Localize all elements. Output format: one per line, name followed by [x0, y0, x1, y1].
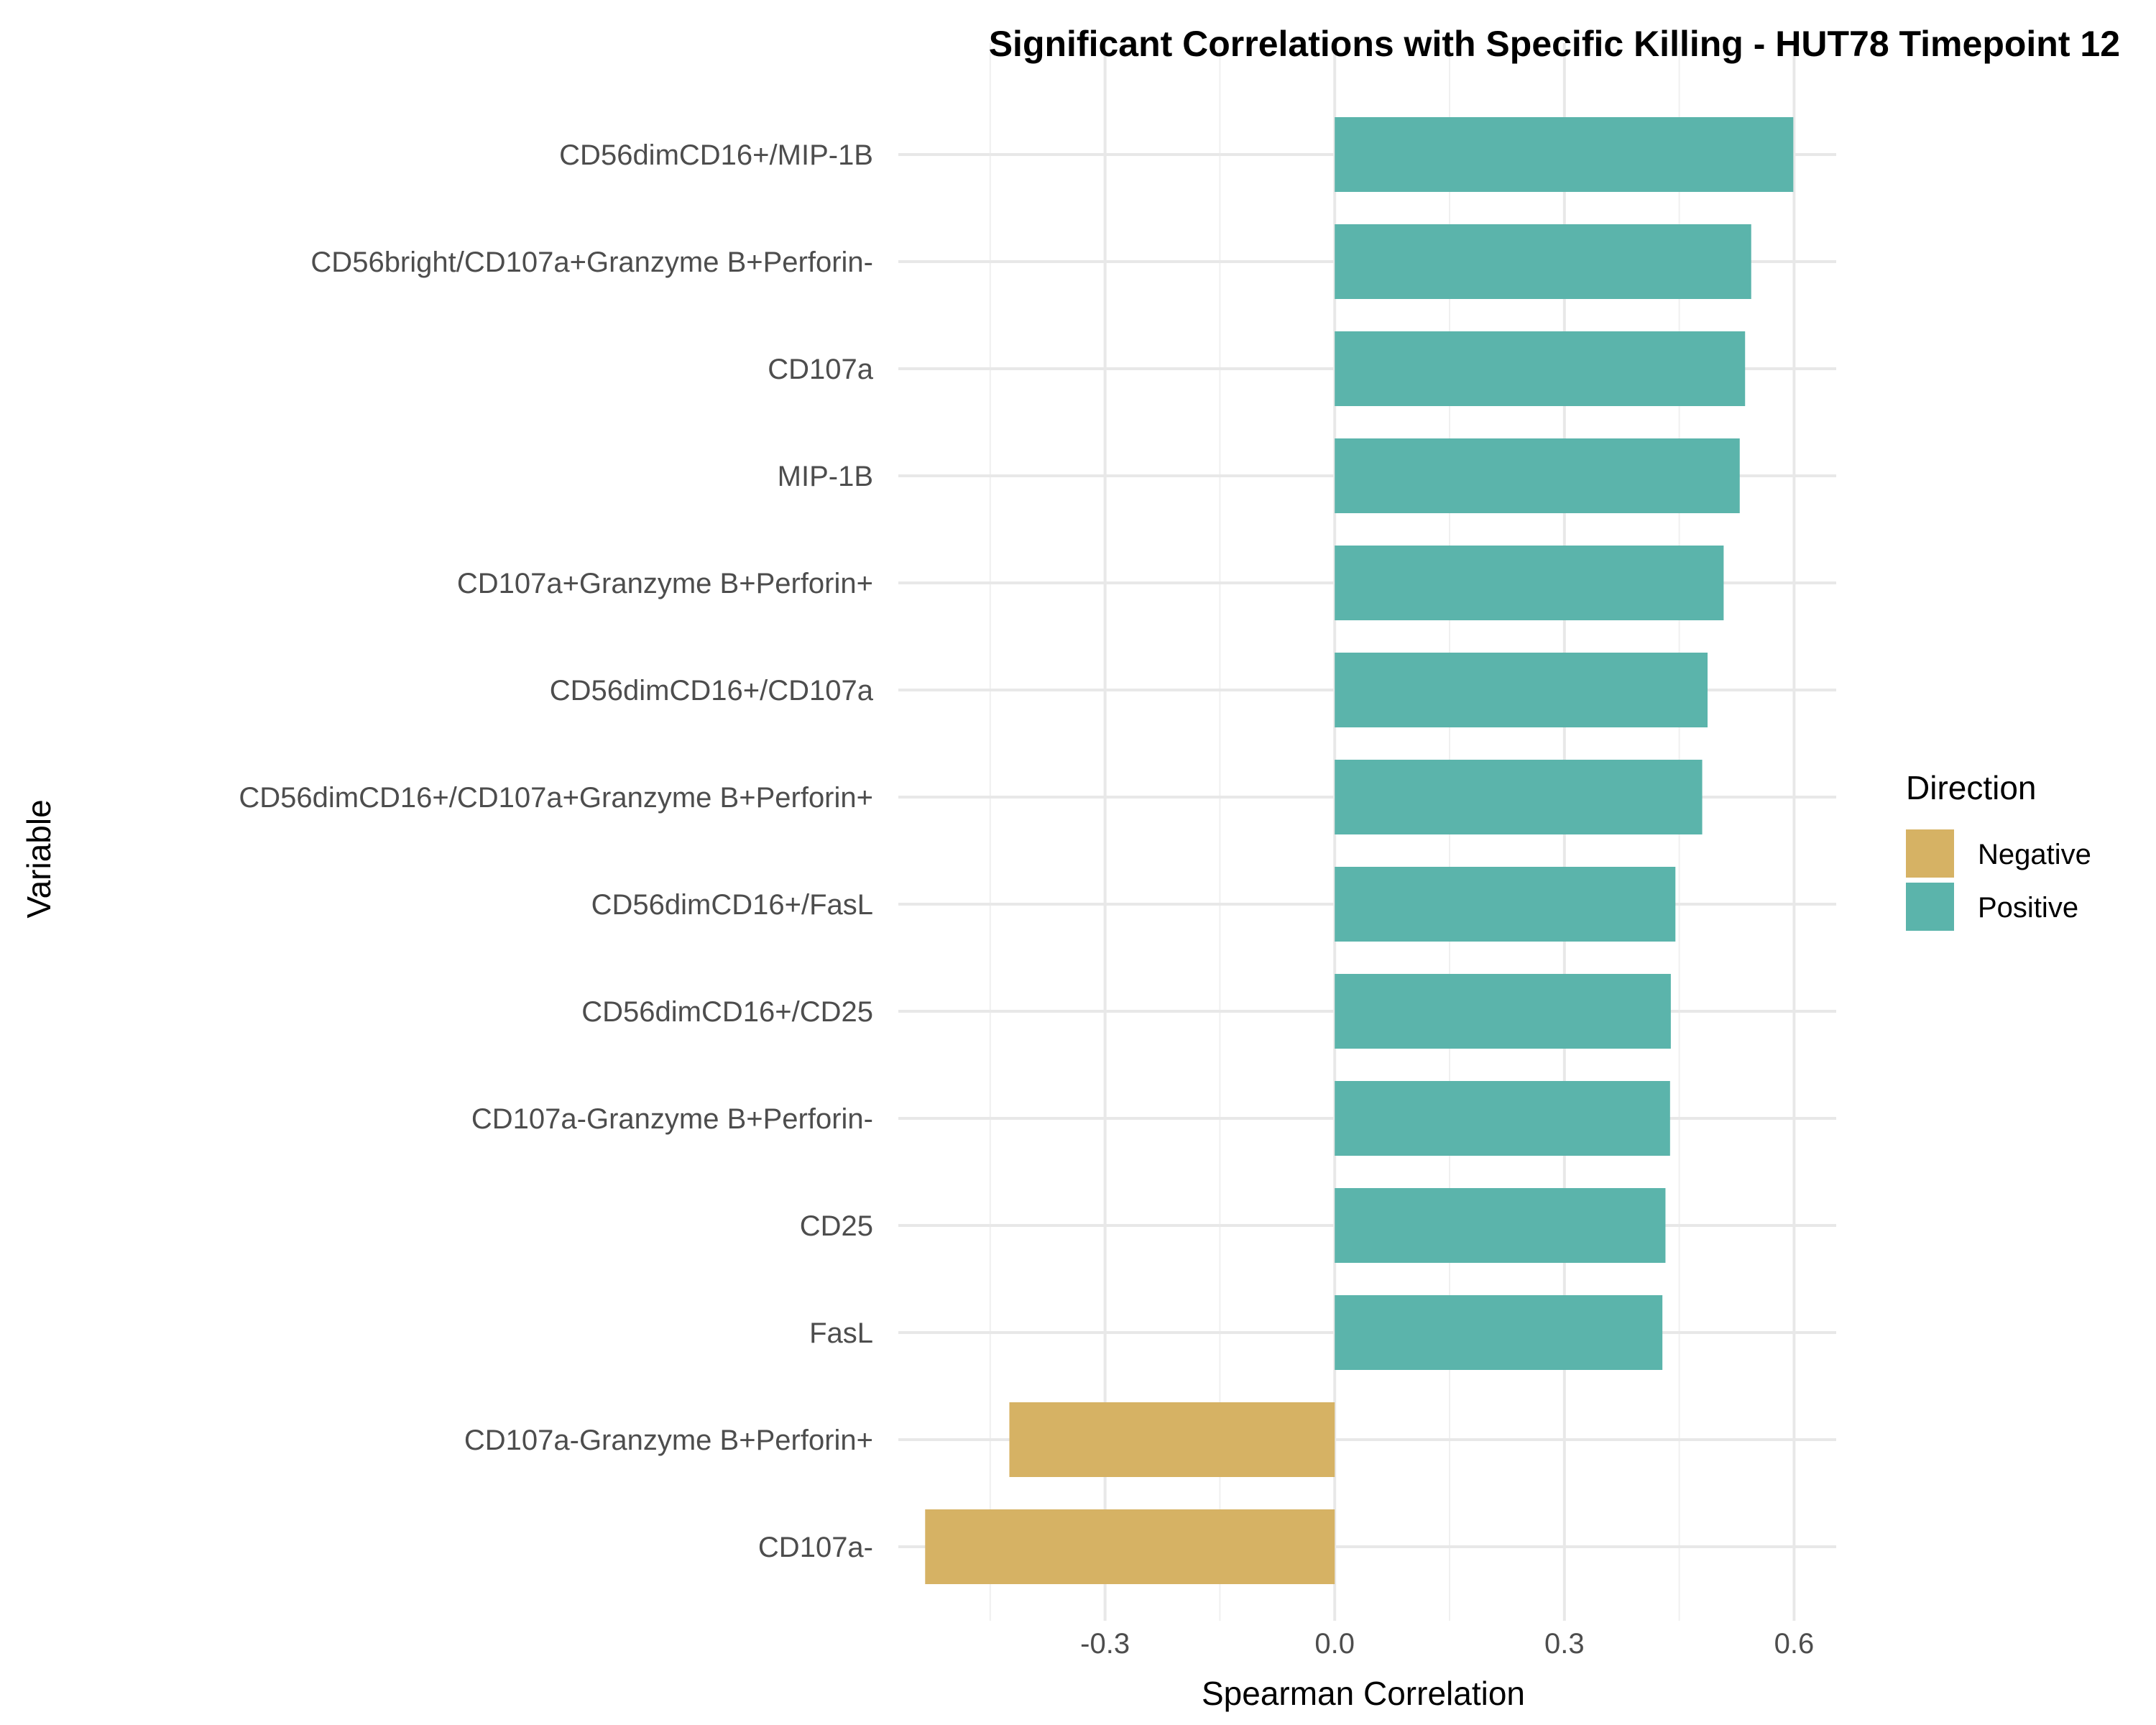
x-tick-label: -0.3: [1080, 1628, 1130, 1660]
x-tick-labels: -0.3 0.0 0.3 0.6: [1080, 1628, 1814, 1660]
x-axis-title: Spearman Correlation: [1202, 1675, 1525, 1712]
bar: [1335, 974, 1671, 1049]
bar: [1335, 653, 1708, 727]
legend-title: Direction: [1906, 769, 2037, 806]
legend-swatch-negative: [1906, 829, 1954, 878]
category-label: CD25: [800, 1210, 873, 1242]
category-label: CD56dimCD16+/CD25: [581, 996, 873, 1028]
category-labels: CD56dimCD16+/MIP-1B CD56bright/CD107a+Gra…: [239, 139, 873, 1563]
bar: [1009, 1402, 1335, 1477]
bar: [925, 1509, 1335, 1584]
legend-label-negative: Negative: [1978, 839, 2091, 870]
legend-label-positive: Positive: [1978, 892, 2078, 924]
chart-title: Significant Correlations with Specific K…: [989, 24, 2120, 64]
category-label: CD107a-Granzyme B+Perforin-: [471, 1103, 873, 1135]
category-label: CD107a-: [758, 1532, 873, 1563]
legend-swatch-positive: [1906, 883, 1954, 931]
category-label: CD107a: [768, 354, 874, 385]
bar: [1335, 331, 1746, 406]
category-label: CD56dimCD16+/CD107a+Granzyme B+Perforin+: [239, 782, 873, 814]
category-label: CD56dimCD16+/CD107a: [550, 675, 874, 707]
category-label: CD107a-Granzyme B+Perforin+: [464, 1425, 873, 1456]
x-tick-label: 0.0: [1314, 1628, 1355, 1660]
bar: [1335, 117, 1794, 192]
x-tick-label: 0.6: [1774, 1628, 1815, 1660]
legend: Direction Negative Positive: [1906, 769, 2091, 931]
bar: [1335, 1188, 1666, 1263]
x-tick-label: 0.3: [1544, 1628, 1585, 1660]
category-label: CD56dimCD16+/FasL: [591, 889, 873, 921]
bar: [1335, 867, 1676, 942]
bar: [1335, 546, 1724, 620]
category-label: CD107a+Granzyme B+Perforin+: [457, 568, 873, 599]
category-label: FasL: [809, 1317, 873, 1349]
y-axis-title: Variable: [20, 799, 57, 918]
bar-layer: [925, 117, 1794, 1584]
category-label: CD56bright/CD107a+Granzyme B+Perforin-: [310, 247, 873, 278]
bar: [1335, 1081, 1670, 1156]
bar: [1335, 438, 1740, 513]
bar: [1335, 1295, 1663, 1370]
bar: [1335, 224, 1751, 299]
category-label: CD56dimCD16+/MIP-1B: [559, 139, 873, 171]
category-label: MIP-1B: [778, 461, 873, 492]
bar: [1335, 760, 1703, 834]
